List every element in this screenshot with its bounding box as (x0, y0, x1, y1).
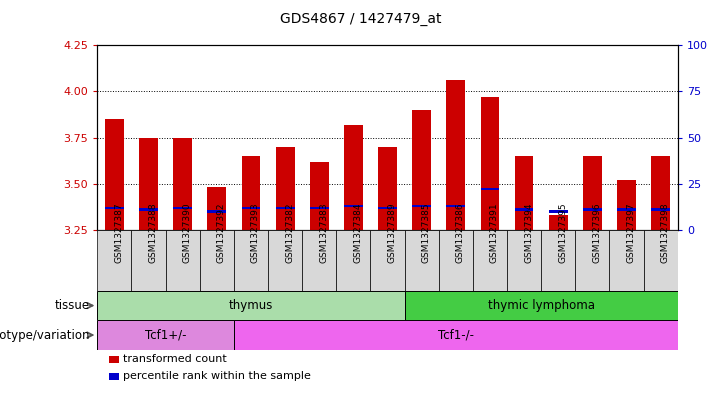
Bar (404, 291, 678, 320)
Text: transformed count: transformed count (123, 354, 227, 364)
Bar (651, 156, 670, 230)
Bar (200, 230, 234, 291)
Text: GSM1327394: GSM1327394 (524, 203, 533, 263)
Text: Tcf1+/-: Tcf1+/- (145, 329, 186, 342)
Text: GSM1327386: GSM1327386 (456, 203, 465, 263)
Bar (344, 205, 363, 207)
Text: GSM1327390: GSM1327390 (182, 203, 192, 263)
Bar (139, 138, 158, 230)
Bar (242, 156, 260, 230)
Text: GSM1327397: GSM1327397 (627, 203, 635, 263)
Text: GSM1327398: GSM1327398 (660, 203, 670, 263)
Bar (446, 205, 465, 207)
Bar (97, 291, 404, 320)
Bar (617, 180, 636, 230)
Bar (549, 210, 567, 213)
Bar (378, 207, 397, 209)
Text: thymus: thymus (229, 299, 273, 312)
Bar (234, 320, 678, 350)
Bar (617, 208, 636, 211)
Bar (208, 187, 226, 230)
Bar (583, 208, 602, 211)
Bar (412, 110, 431, 230)
Bar (575, 230, 609, 291)
Bar (166, 230, 200, 291)
Bar (446, 80, 465, 230)
Bar (507, 230, 541, 291)
Text: GSM1327385: GSM1327385 (422, 203, 430, 263)
Text: GSM1327395: GSM1327395 (558, 203, 567, 263)
Bar (481, 188, 500, 190)
Bar (139, 208, 158, 211)
Bar (97, 230, 131, 291)
Text: GSM1327383: GSM1327383 (319, 203, 328, 263)
Bar (302, 230, 336, 291)
Bar (404, 230, 439, 291)
Text: tissue: tissue (55, 299, 90, 312)
Bar (371, 230, 404, 291)
Text: GSM1327382: GSM1327382 (285, 203, 294, 263)
Bar (473, 230, 507, 291)
Bar (310, 162, 329, 230)
Bar (583, 156, 602, 230)
Text: GSM1327391: GSM1327391 (490, 203, 499, 263)
Bar (481, 97, 500, 230)
Bar (541, 230, 575, 291)
Text: GSM1327387: GSM1327387 (115, 203, 123, 263)
Bar (208, 210, 226, 213)
Bar (109, 356, 120, 363)
Text: GSM1327384: GSM1327384 (353, 203, 363, 263)
Bar (242, 207, 260, 209)
Text: GSM1327392: GSM1327392 (217, 203, 226, 263)
Bar (412, 205, 431, 207)
Text: GSM1327388: GSM1327388 (149, 203, 158, 263)
Text: percentile rank within the sample: percentile rank within the sample (123, 371, 311, 382)
Bar (109, 373, 120, 380)
Text: thymic lymphoma: thymic lymphoma (487, 299, 595, 312)
Bar (97, 320, 234, 350)
Bar (275, 147, 294, 230)
Bar (609, 230, 644, 291)
Bar (439, 230, 473, 291)
Text: GSM1327393: GSM1327393 (251, 203, 260, 263)
Text: genotype/variation: genotype/variation (0, 329, 90, 342)
Bar (378, 147, 397, 230)
Bar (268, 230, 302, 291)
Bar (644, 230, 678, 291)
Bar (105, 119, 124, 230)
Bar (234, 230, 268, 291)
Bar (131, 230, 166, 291)
Bar (173, 138, 192, 230)
Text: GDS4867 / 1427479_at: GDS4867 / 1427479_at (280, 12, 441, 26)
Text: Tcf1-/-: Tcf1-/- (438, 329, 474, 342)
Bar (275, 207, 294, 209)
Bar (105, 207, 124, 209)
Text: GSM1327389: GSM1327389 (388, 203, 397, 263)
Text: GSM1327396: GSM1327396 (593, 203, 601, 263)
Bar (515, 156, 534, 230)
Bar (549, 215, 567, 230)
Bar (310, 207, 329, 209)
Bar (651, 208, 670, 211)
Bar (515, 208, 534, 211)
Bar (344, 125, 363, 230)
Bar (173, 207, 192, 209)
Bar (336, 230, 371, 291)
